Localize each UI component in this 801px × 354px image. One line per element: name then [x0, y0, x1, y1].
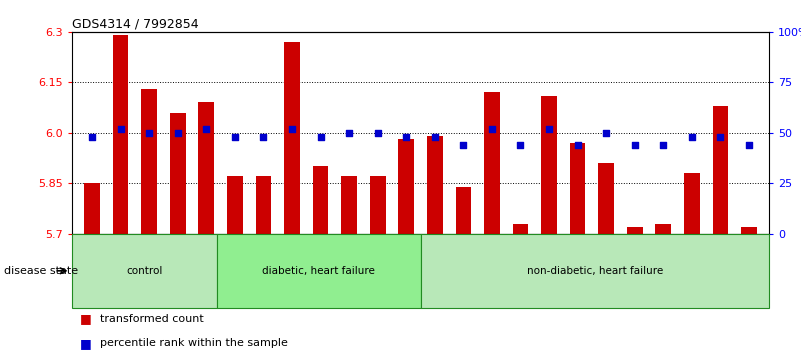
- Bar: [598, 163, 614, 354]
- Point: [257, 134, 270, 139]
- Text: non-diabetic, heart failure: non-diabetic, heart failure: [526, 266, 663, 276]
- Point: [457, 142, 469, 148]
- Bar: [541, 96, 557, 354]
- Point: [628, 142, 641, 148]
- Point: [286, 126, 299, 132]
- Point: [314, 134, 327, 139]
- Bar: [627, 227, 642, 354]
- Bar: [113, 35, 128, 354]
- Point: [171, 130, 184, 136]
- Text: percentile rank within the sample: percentile rank within the sample: [100, 338, 288, 348]
- Point: [485, 126, 498, 132]
- Bar: [713, 106, 728, 354]
- Text: transformed count: transformed count: [100, 314, 204, 324]
- Bar: [341, 176, 357, 354]
- Bar: [312, 166, 328, 354]
- Point: [143, 130, 155, 136]
- Text: ■: ■: [80, 312, 92, 325]
- Point: [200, 126, 213, 132]
- Point: [657, 142, 670, 148]
- Text: GDS4314 / 7992854: GDS4314 / 7992854: [72, 18, 199, 31]
- Bar: [170, 113, 186, 354]
- Point: [400, 134, 413, 139]
- Point: [714, 134, 727, 139]
- Bar: [484, 92, 500, 354]
- Text: control: control: [127, 266, 163, 276]
- Point: [372, 130, 384, 136]
- Bar: [456, 187, 471, 354]
- Bar: [370, 176, 385, 354]
- Bar: [427, 136, 443, 354]
- Text: diabetic, heart failure: diabetic, heart failure: [263, 266, 376, 276]
- Point: [743, 142, 755, 148]
- Bar: [398, 139, 414, 354]
- Bar: [655, 223, 671, 354]
- Point: [571, 142, 584, 148]
- Point: [228, 134, 241, 139]
- Point: [86, 134, 99, 139]
- Bar: [141, 89, 157, 354]
- Bar: [199, 102, 214, 354]
- Bar: [513, 223, 529, 354]
- Point: [686, 134, 698, 139]
- Bar: [227, 176, 243, 354]
- Point: [115, 126, 127, 132]
- Bar: [684, 173, 700, 354]
- Point: [542, 126, 555, 132]
- Point: [429, 134, 441, 139]
- Text: ■: ■: [80, 337, 92, 350]
- Bar: [284, 42, 300, 354]
- Bar: [741, 227, 757, 354]
- Bar: [84, 183, 100, 354]
- Point: [514, 142, 527, 148]
- Point: [600, 130, 613, 136]
- Bar: [570, 143, 586, 354]
- Point: [343, 130, 356, 136]
- Bar: [256, 176, 272, 354]
- Text: disease state: disease state: [4, 266, 78, 276]
